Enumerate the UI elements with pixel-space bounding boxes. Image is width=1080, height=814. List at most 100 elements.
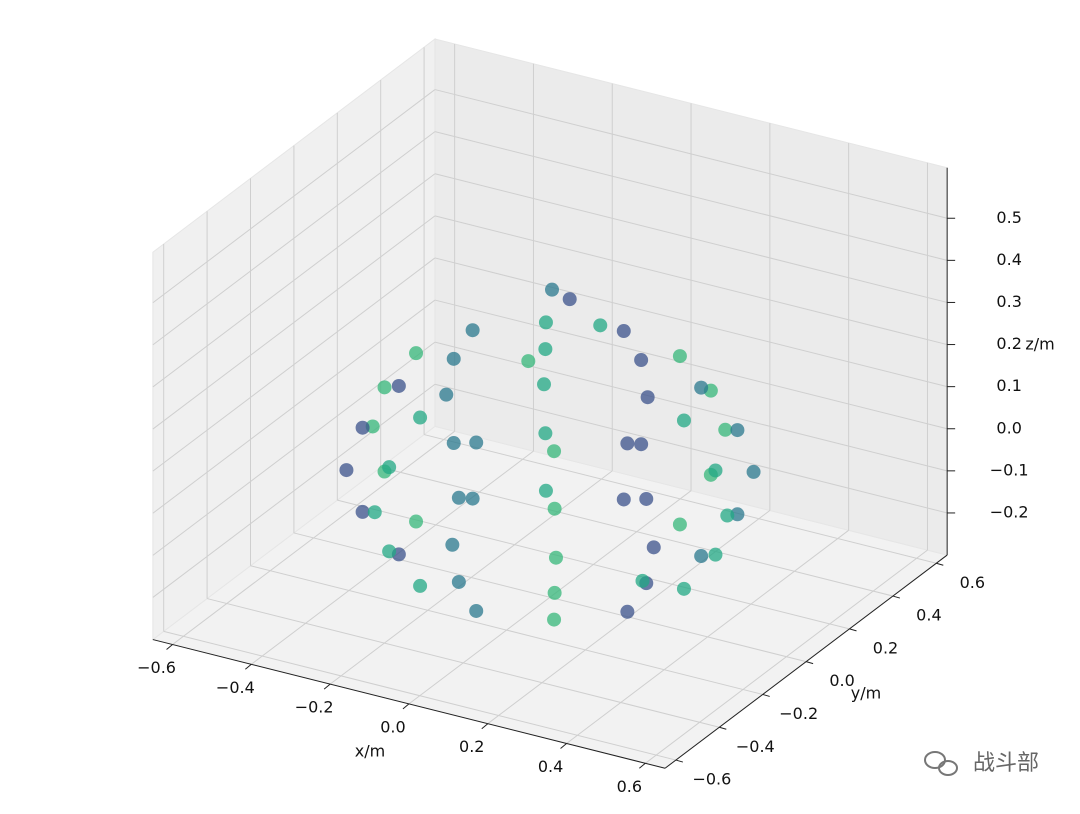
watermark-icon xyxy=(924,751,958,776)
grid-line xyxy=(380,466,894,597)
x-axis-label: x/m xyxy=(355,742,385,761)
grid-line xyxy=(152,383,436,598)
grid-line xyxy=(152,173,436,388)
x-tick xyxy=(481,723,489,730)
point xyxy=(562,292,577,307)
z-tick-label: 0.3 xyxy=(996,292,1021,311)
y-tick xyxy=(762,693,770,697)
point xyxy=(616,324,631,339)
point xyxy=(708,463,723,478)
grid-line xyxy=(423,434,937,564)
point xyxy=(538,315,553,330)
point xyxy=(746,464,761,479)
point xyxy=(445,537,460,552)
point xyxy=(446,351,461,366)
watermark: 战斗部 xyxy=(973,751,1039,776)
y-tick-label: −0.2 xyxy=(779,704,818,723)
point xyxy=(413,578,428,593)
grid-line xyxy=(434,341,948,472)
z-tick-label: 0.2 xyxy=(996,334,1021,353)
y-tick-label: 0.2 xyxy=(873,638,898,657)
points xyxy=(339,282,761,627)
point xyxy=(672,517,687,532)
z-tick-label: 0.4 xyxy=(996,250,1021,269)
point xyxy=(451,574,466,589)
grid-line xyxy=(152,89,436,304)
point xyxy=(382,544,397,559)
y-tick xyxy=(936,562,944,566)
point xyxy=(465,491,480,506)
x-tick-label: −0.6 xyxy=(137,658,176,677)
point xyxy=(382,460,397,475)
point xyxy=(409,346,424,361)
grid-line xyxy=(434,173,948,303)
y-axis-label: y/m xyxy=(851,684,881,703)
x-tick-label: −0.4 xyxy=(216,678,255,697)
point xyxy=(634,353,649,368)
point xyxy=(538,483,553,498)
y-tick-label: 0.0 xyxy=(829,671,854,690)
point xyxy=(620,436,635,451)
y-tick xyxy=(849,628,857,632)
point xyxy=(547,501,562,516)
grid-line xyxy=(152,215,436,430)
point xyxy=(469,435,484,450)
y-tick xyxy=(892,595,901,599)
point xyxy=(339,463,354,478)
point xyxy=(465,323,480,338)
point xyxy=(676,581,691,596)
y-tick-label: 0.4 xyxy=(916,606,941,625)
point xyxy=(355,504,370,519)
grid-line xyxy=(250,565,763,695)
point xyxy=(521,354,536,369)
x-tick xyxy=(560,743,567,749)
x-tick xyxy=(166,644,173,650)
grid-line xyxy=(434,257,948,388)
point xyxy=(708,547,723,562)
grid-line xyxy=(152,341,436,556)
point xyxy=(694,380,709,395)
z-tick-label: −0.2 xyxy=(990,502,1029,521)
point xyxy=(694,549,709,564)
grid-line xyxy=(434,299,948,430)
z-tick-label: 0.1 xyxy=(996,376,1021,395)
point xyxy=(469,603,484,618)
grid-line xyxy=(434,383,948,514)
point xyxy=(547,444,562,459)
y-tick xyxy=(675,759,684,763)
point xyxy=(548,550,563,565)
y-tick xyxy=(805,661,814,665)
y-tick-label: 0.6 xyxy=(960,573,985,592)
grid-line xyxy=(152,299,436,514)
point xyxy=(646,540,661,555)
x-tick-label: 0.2 xyxy=(459,737,484,756)
point xyxy=(547,612,562,627)
y-tick-label: −0.4 xyxy=(736,737,775,756)
point xyxy=(718,422,733,437)
point xyxy=(672,349,687,364)
x-tick xyxy=(639,762,646,769)
point xyxy=(620,604,635,619)
z-tick-label: 0.5 xyxy=(996,208,1021,227)
z-tick-label: −0.1 xyxy=(990,460,1029,479)
grid-line xyxy=(152,131,436,346)
grid-line xyxy=(434,215,948,346)
point xyxy=(538,342,553,357)
point xyxy=(377,380,392,395)
point xyxy=(451,490,466,505)
x-tick-label: −0.2 xyxy=(295,698,334,717)
point xyxy=(635,573,650,588)
point xyxy=(409,514,424,529)
point xyxy=(538,426,553,441)
grid-line xyxy=(152,257,436,472)
point xyxy=(537,377,552,392)
point xyxy=(547,585,562,600)
x-tick-label: 0.6 xyxy=(617,777,642,796)
x-tick xyxy=(323,683,331,690)
grid-line xyxy=(163,630,677,761)
grid-line xyxy=(206,598,720,728)
point xyxy=(676,413,691,428)
grid-line xyxy=(434,89,948,219)
x-tick xyxy=(245,663,252,670)
point xyxy=(634,437,649,452)
